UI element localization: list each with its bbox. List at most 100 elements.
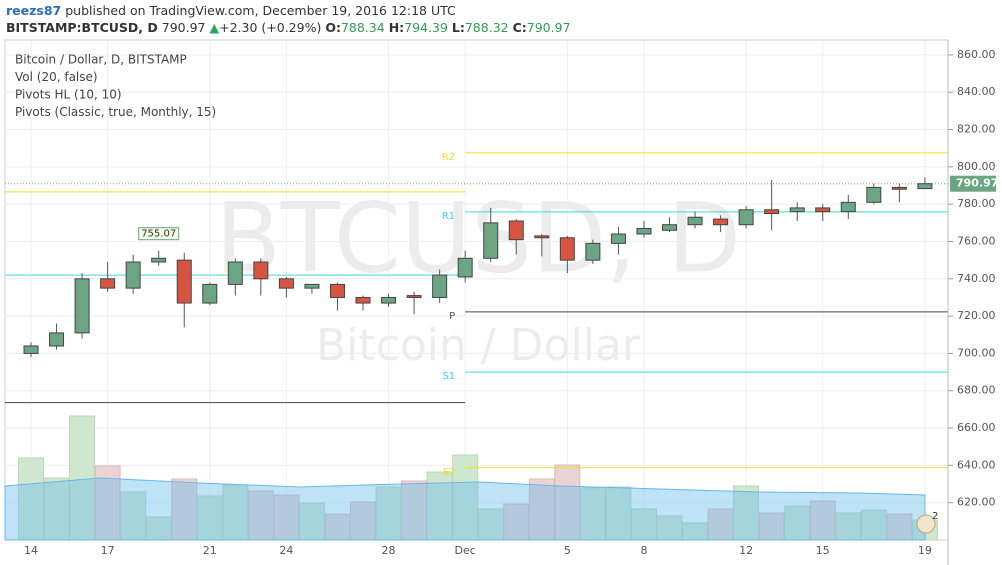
legend-item: Bitcoin / Dollar, D, BITSTAMP	[15, 53, 187, 67]
x-tick-label: 12	[739, 544, 753, 557]
user[interactable]: reezs87	[6, 3, 62, 18]
candle-body	[432, 274, 448, 298]
y-tick-label: 680.00	[957, 384, 996, 397]
volume-bar	[196, 495, 223, 541]
pivot-label: P	[449, 311, 455, 322]
candle-body	[381, 296, 397, 304]
watermark-name: Bitcoin / Dollar	[316, 320, 641, 371]
o-label: O:	[325, 20, 341, 35]
volume-bar	[554, 464, 581, 541]
volume-bar	[298, 502, 325, 541]
candle-body	[100, 278, 116, 289]
volume-bar	[401, 480, 428, 541]
candle-body	[866, 186, 882, 203]
h-value: 794.39	[404, 20, 448, 35]
h-label: H:	[388, 20, 405, 35]
candle-body	[202, 283, 218, 304]
candle-body	[508, 220, 524, 241]
published: published on TradingView.com, December 1…	[65, 3, 456, 18]
candle-body	[406, 295, 422, 298]
l-label: L:	[451, 20, 465, 35]
candle-body	[662, 224, 677, 231]
volume-bar	[707, 508, 734, 541]
volume-bar	[605, 486, 632, 541]
volume-bar	[528, 478, 555, 541]
x-tick-label: 15	[816, 544, 830, 557]
legend-item: Pivots HL (10, 10)	[15, 88, 122, 102]
o-value: 788.34	[340, 20, 385, 35]
x-tick-label: Dec	[455, 544, 476, 557]
candle-body	[151, 257, 167, 263]
candle-body	[355, 296, 371, 304]
candle-body	[176, 259, 192, 304]
candle-body	[304, 283, 320, 289]
volume-bar	[452, 454, 479, 541]
volume-bar	[477, 508, 504, 541]
candle-body	[585, 242, 601, 261]
y-tick-label: 760.00	[957, 234, 996, 247]
arrow: ▲	[209, 20, 220, 35]
candle-body	[891, 186, 907, 190]
candle-body	[227, 261, 243, 285]
y-tick-label: 800.00	[957, 160, 996, 173]
volume-bar	[69, 415, 96, 541]
y-tick-label: 720.00	[957, 309, 996, 322]
y-tick-label: 700.00	[957, 346, 996, 359]
l-value: 788.32	[464, 20, 509, 35]
candle-body	[917, 183, 933, 190]
x-tick-label: 24	[279, 544, 293, 557]
candle-body	[610, 233, 626, 244]
volume-bar	[656, 515, 683, 541]
x-tick-label: 8	[640, 544, 647, 557]
watermark-symbol: BTCUSD, D	[215, 182, 741, 294]
candle-body	[840, 201, 856, 213]
candle-body	[23, 345, 39, 354]
candle-body	[636, 227, 652, 235]
candle-body	[815, 207, 831, 213]
y-tick-label: 740.00	[957, 272, 996, 285]
volume-bar	[18, 457, 44, 541]
y-tick-label: 660.00	[957, 421, 996, 434]
badge: 2	[932, 511, 938, 522]
candle-body	[457, 257, 473, 278]
header: reezs87 published on TradingView.com, De…	[6, 2, 571, 36]
candle-body	[789, 207, 805, 213]
pivot-label: R1	[442, 211, 455, 222]
badge-icon	[916, 514, 936, 534]
candle-body	[738, 209, 754, 226]
candle-body	[687, 216, 703, 226]
symbol: BITSTAMP:BTCUSD, D	[6, 20, 158, 35]
y-tick-label: 780.00	[957, 197, 996, 210]
candle-body	[329, 283, 345, 298]
volume-bar	[733, 485, 760, 541]
y-tick-label: 620.00	[957, 496, 996, 509]
x-tick-label: 28	[382, 544, 396, 557]
x-tick-label: 5	[564, 544, 571, 557]
price-tag	[950, 175, 996, 192]
pivot-label: S2	[442, 467, 455, 478]
header-line-2: BITSTAMP:BTCUSD, D 790.97 ▲+2.30 (+0.29%…	[6, 19, 571, 36]
legend-item: Pivots (Classic, true, Monthly, 15)	[15, 105, 216, 119]
volume-bar	[222, 484, 249, 541]
last-price: 790.97	[161, 20, 206, 35]
y-tick-label: 840.00	[957, 85, 996, 98]
candle-body	[559, 237, 575, 261]
y-tick-label: 820.00	[957, 123, 996, 136]
header-line-1: reezs87 published on TradingView.com, De…	[6, 2, 571, 19]
candle-body	[713, 218, 729, 226]
candle-body	[74, 278, 90, 334]
c-label: C:	[512, 20, 527, 35]
volume-bar	[120, 491, 147, 541]
candle-body	[278, 278, 294, 289]
volume-bar	[784, 505, 811, 541]
high-label-box	[138, 227, 180, 241]
x-tick-label: 17	[101, 544, 115, 557]
volume-bar	[247, 490, 274, 541]
volume-bar	[809, 500, 836, 541]
x-tick-label: 19	[918, 544, 932, 557]
c-value: 790.97	[526, 20, 571, 35]
change: +2.30 (+0.29%)	[219, 20, 322, 35]
volume-bar	[630, 508, 657, 541]
